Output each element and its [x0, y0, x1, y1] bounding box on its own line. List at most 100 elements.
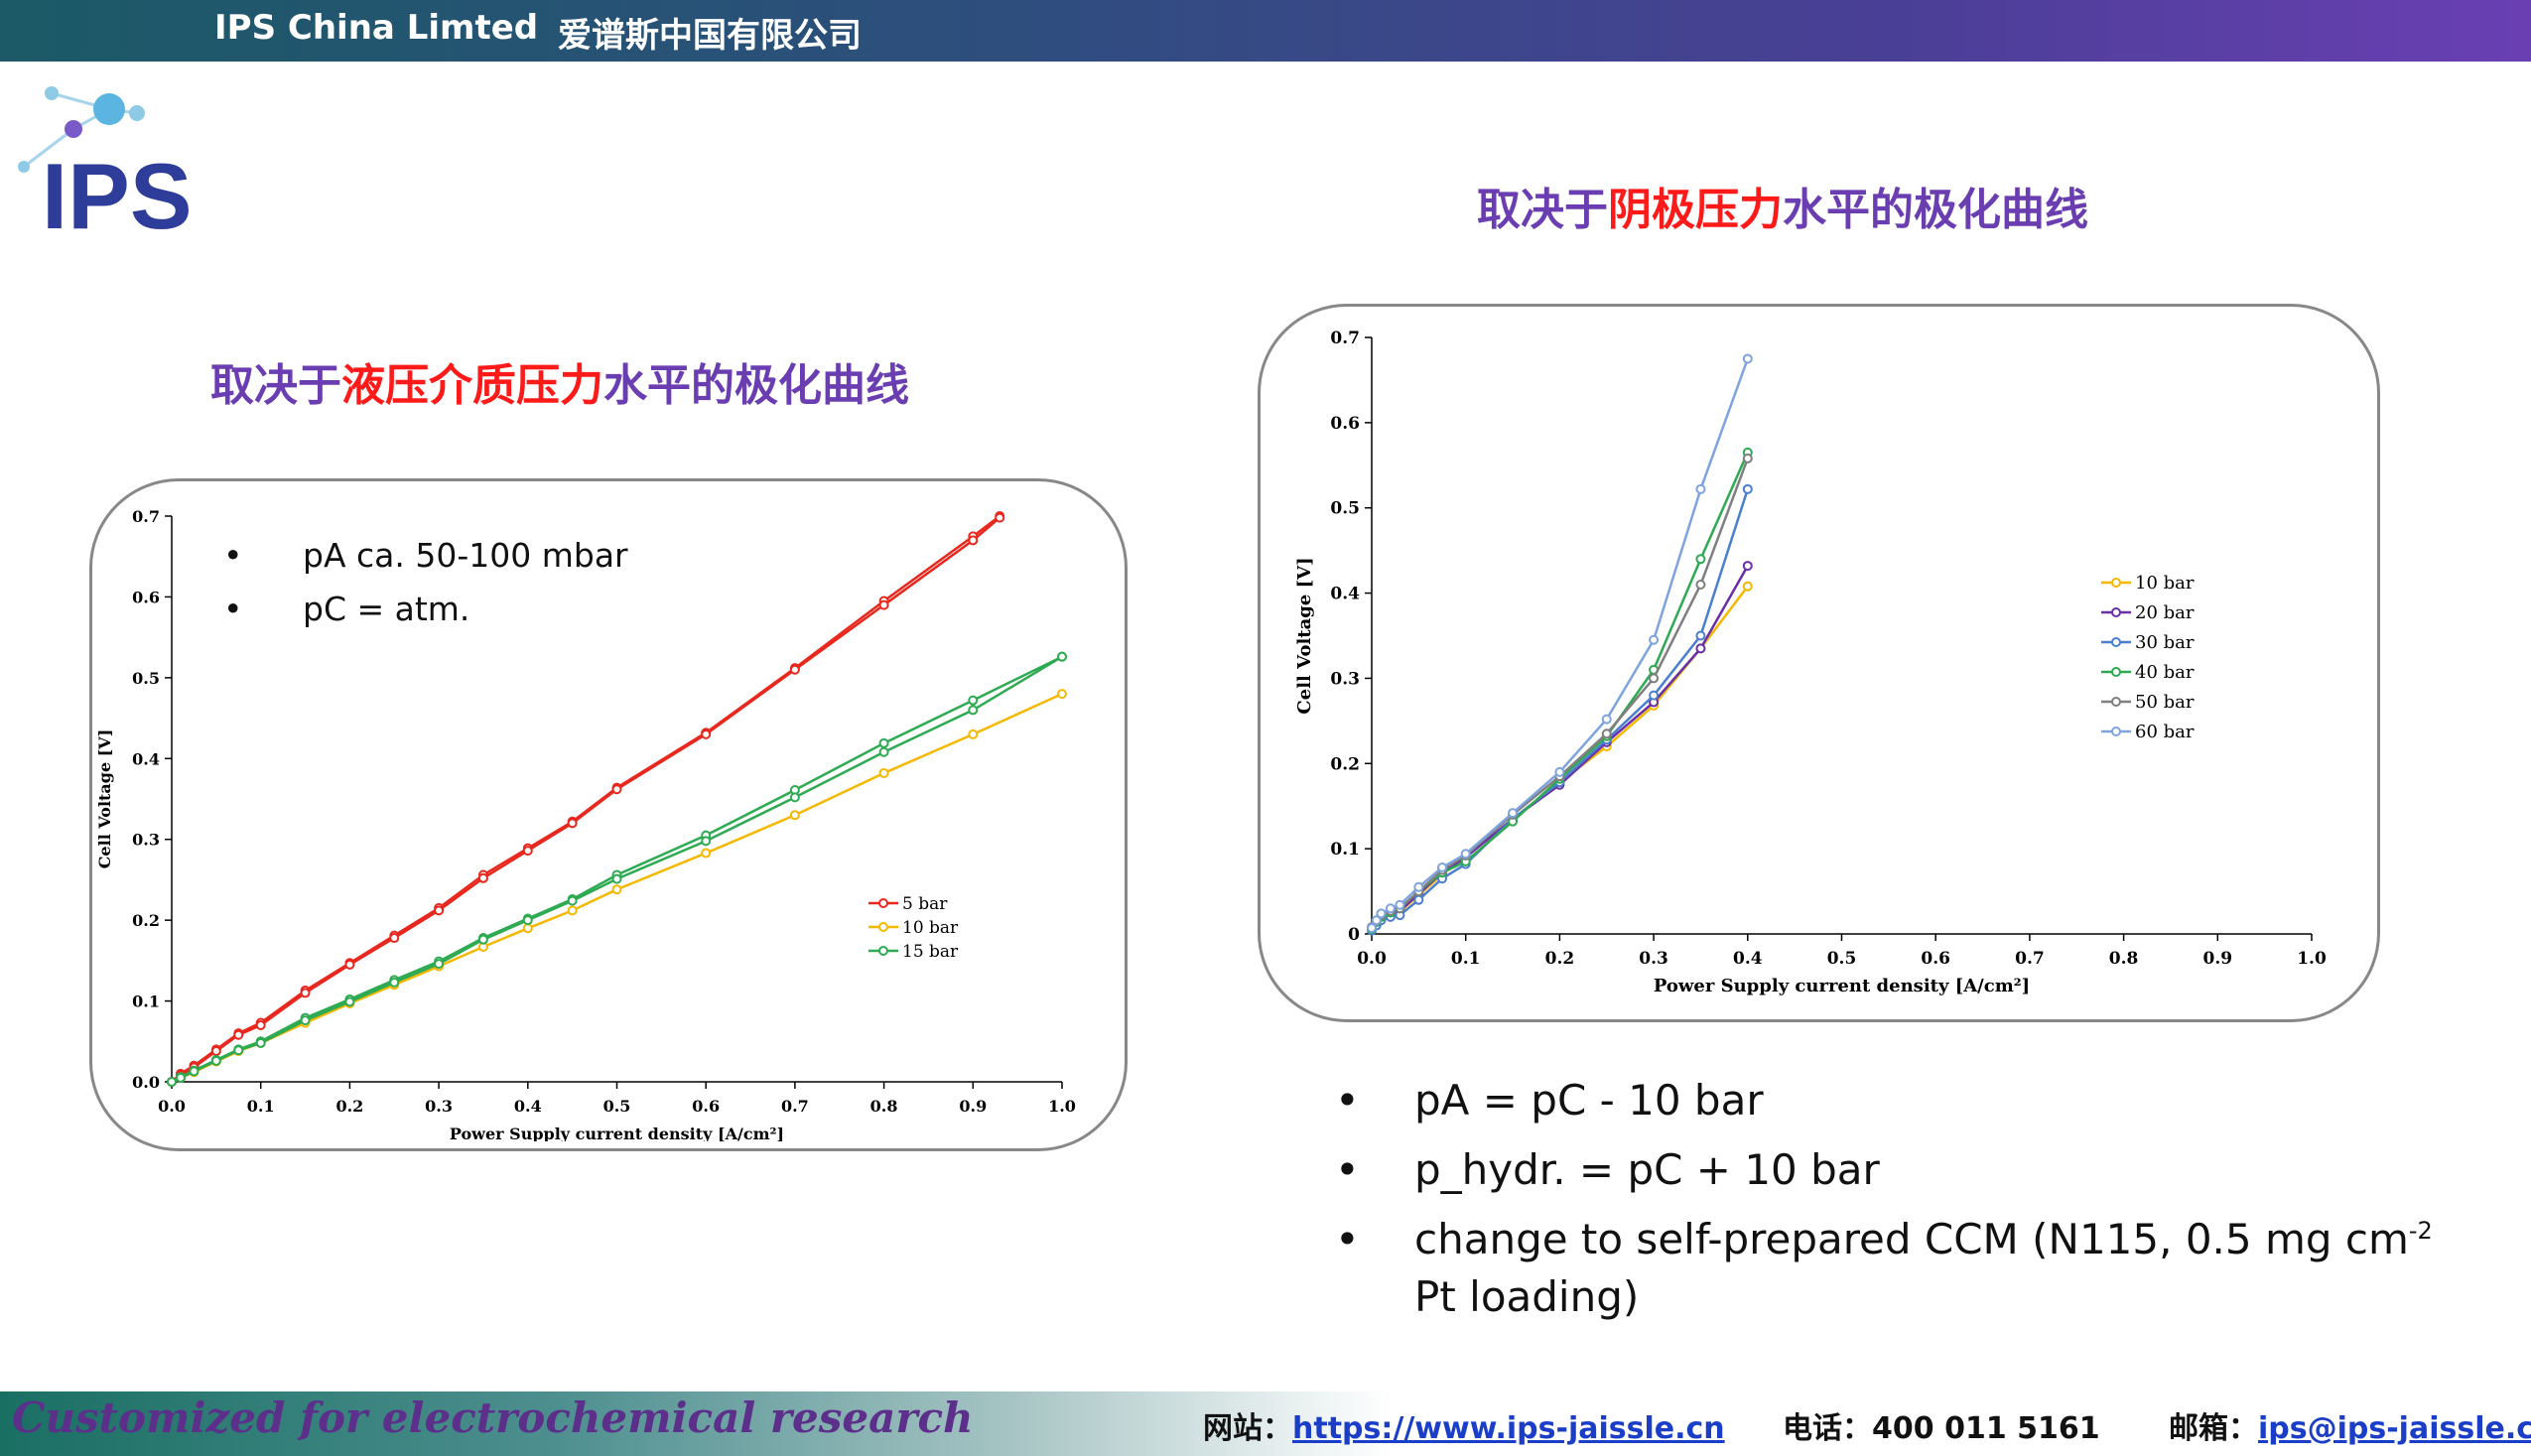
- data-point: [968, 705, 979, 716]
- legend-label: 60 bar: [2135, 722, 2195, 742]
- legend-marker: [2111, 637, 2121, 647]
- x-tick-label: 0.5: [603, 1097, 631, 1116]
- bullet-dot: •: [223, 536, 243, 575]
- data-point: [233, 1045, 244, 1056]
- data-point: [522, 923, 533, 934]
- right-bullet-item: • p_hydr. = pC + 10 bar: [1335, 1141, 2433, 1199]
- y-axis-label: Cell Voltage [V]: [95, 729, 114, 869]
- x-axis-label: Power Supply current density [A/cm²]: [450, 1125, 784, 1141]
- data-point: [1057, 689, 1067, 700]
- data-point: [1057, 651, 1067, 662]
- y-tick-label: 0.4: [132, 749, 160, 768]
- footer-phone: 电话：400 011 5161: [1783, 1411, 2100, 1446]
- data-point: [878, 737, 889, 748]
- legend-label: 10 bar: [2135, 573, 2195, 594]
- data-point: [567, 905, 578, 916]
- data-point: [789, 664, 800, 675]
- bullet-dot: •: [223, 590, 243, 628]
- right-section-title: 取决于阴极压力水平的极化曲线: [1477, 185, 2088, 235]
- data-point: [1649, 690, 1660, 701]
- data-point: [968, 535, 979, 546]
- data-point: [1460, 849, 1471, 860]
- data-point: [434, 905, 445, 916]
- data-point: [611, 884, 622, 895]
- x-tick-label: 1.0: [1048, 1097, 1076, 1116]
- x-tick-label: 0.0: [1357, 949, 1387, 969]
- data-point: [175, 1072, 186, 1083]
- legend-label: 20 bar: [2135, 602, 2195, 623]
- data-point: [611, 873, 622, 884]
- series-line: [1371, 565, 1749, 930]
- y-tick-label: 0.3: [1330, 669, 1360, 689]
- data-point: [167, 1077, 177, 1087]
- data-point: [789, 810, 800, 821]
- data-point: [255, 1037, 266, 1048]
- data-point: [1742, 453, 1753, 463]
- data-point: [344, 959, 355, 970]
- data-point: [1395, 899, 1405, 910]
- x-tick-label: 0.2: [1545, 949, 1575, 969]
- data-point: [1376, 908, 1387, 919]
- data-point: [522, 915, 533, 926]
- legend-label: 30 bar: [2135, 632, 2195, 653]
- data-point: [477, 872, 488, 883]
- left-bullet-item: • pA ca. 50-100 mbar: [223, 536, 628, 575]
- data-point: [878, 746, 889, 757]
- legend-label: 40 bar: [2135, 662, 2195, 683]
- data-point: [1437, 862, 1448, 873]
- website-link[interactable]: https://www.ips-jaissle.cn: [1292, 1411, 1725, 1446]
- right-bullets: • pA = pC - 10 bar • p_hydr. = pC + 10 bar…: [1335, 1072, 2433, 1326]
- x-tick-label: 0.6: [692, 1097, 720, 1116]
- x-tick-label: 0.3: [1639, 949, 1668, 969]
- company-name-cn: 爱谱斯中国有限公司: [558, 16, 862, 56]
- data-point: [210, 1055, 221, 1066]
- x-tick-label: 0.7: [781, 1097, 809, 1116]
- x-tick-label: 0.8: [2109, 949, 2139, 969]
- y-tick-label: 0.2: [132, 911, 160, 930]
- data-point: [1554, 766, 1565, 777]
- x-tick-label: 0.4: [1733, 949, 1763, 969]
- y-tick-label: 0.0: [132, 1073, 160, 1092]
- right-polarization-chart: 0.0 0.1 0.2 0.3 0.4 0.5 0.6 0.7 0.8 0.9 1.0 0 0.1 0.2…: [1294, 329, 2327, 996]
- legend-marker: [2111, 607, 2121, 617]
- data-point: [1649, 634, 1660, 645]
- left-bullet-item: • pC = atm.: [223, 590, 470, 628]
- data-point: [1695, 643, 1706, 654]
- email-link[interactable]: ips@ips-jaissle.cn: [2258, 1411, 2531, 1446]
- y-tick-label: 0.1: [132, 993, 160, 1011]
- y-tick-label: 0.5: [132, 669, 160, 688]
- x-tick-label: 0.0: [158, 1097, 186, 1116]
- legend-label: 10 bar: [902, 918, 959, 938]
- data-point: [1695, 554, 1706, 565]
- data-point: [1695, 483, 1706, 494]
- y-tick-label: 0.7: [1330, 329, 1360, 348]
- data-point: [1413, 894, 1424, 905]
- data-point: [968, 695, 979, 706]
- data-point: [1367, 922, 1377, 933]
- data-point: [1371, 915, 1382, 926]
- data-point: [255, 1020, 266, 1030]
- data-point: [1695, 579, 1706, 590]
- x-tick-label: 0.4: [514, 1097, 542, 1116]
- data-point: [701, 728, 712, 739]
- data-point: [1742, 561, 1753, 572]
- footer-website: 网站：https://www.ips-jaissle.cn: [1203, 1411, 1725, 1446]
- left-section-title: 取决于液压介质压力水平的极化曲线: [210, 360, 909, 411]
- data-point: [210, 1046, 221, 1057]
- data-point: [1601, 728, 1612, 739]
- series-line: [1370, 452, 1749, 930]
- data-point: [477, 934, 488, 945]
- y-tick-label: 0.7: [132, 507, 160, 526]
- data-point: [522, 846, 533, 857]
- data-point: [1649, 673, 1660, 684]
- x-tick-label: 0.2: [335, 1097, 363, 1116]
- footer-bar: [0, 1391, 2531, 1456]
- data-point: [1742, 581, 1753, 592]
- data-point: [189, 1066, 200, 1077]
- legend-marker: [2111, 578, 2121, 588]
- data-point: [701, 836, 712, 847]
- data-point: [233, 1029, 244, 1040]
- legend-marker: [2111, 697, 2121, 707]
- footer-email: 邮箱：ips@ips-jaissle.cn: [2169, 1403, 2531, 1447]
- x-tick-label: 0.9: [2203, 949, 2233, 969]
